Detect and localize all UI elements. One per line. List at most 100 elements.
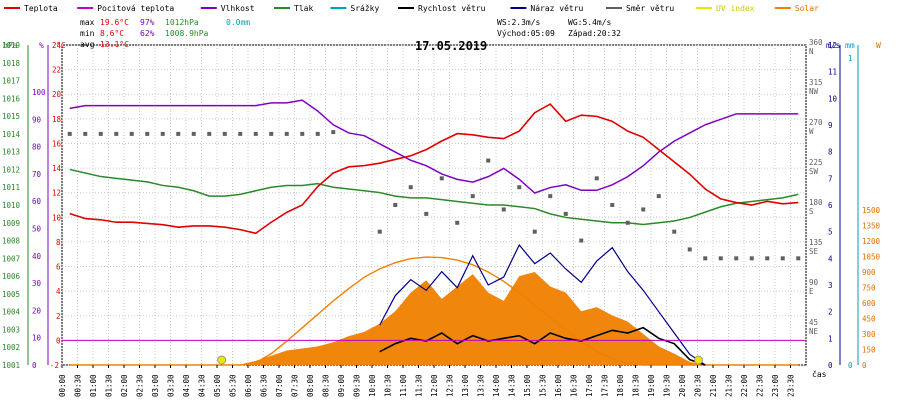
- tick-time: 00:30: [74, 374, 83, 397]
- tick-pressure: 1018: [2, 59, 21, 68]
- solar-area: [69, 272, 799, 365]
- axis-unit-pct: %: [39, 41, 44, 50]
- legend-label-0: Teplota: [24, 4, 58, 13]
- pressure-line: [69, 168, 799, 226]
- temperature-line: [69, 103, 799, 235]
- tick-time: 07:00: [275, 374, 284, 397]
- tick-pressure: 1002: [2, 343, 20, 352]
- tick-direction-label: SE: [809, 247, 819, 256]
- tick-time: 19:00: [647, 374, 656, 397]
- axis-unit-deg: °C: [56, 41, 66, 50]
- wind-direction-point: [145, 131, 150, 136]
- wind-direction-point: [548, 194, 553, 199]
- wind-direction-point: [455, 220, 460, 225]
- tick-time: 14:30: [508, 374, 517, 397]
- tick-time: 06:30: [260, 374, 269, 397]
- wind-direction-point: [625, 220, 630, 225]
- tick-pressure: 1011: [2, 183, 20, 192]
- legend-label-1: Pocitová teplota: [97, 4, 174, 13]
- tick-time: 18:30: [632, 374, 641, 397]
- tick-temperature: 12: [52, 189, 61, 198]
- wind-direction-point: [486, 158, 491, 163]
- tick-solar: 300: [862, 330, 876, 339]
- stat-avg-label: avg: [80, 40, 95, 49]
- tick-time: 02:00: [120, 374, 129, 397]
- tick-wind: 4: [828, 254, 833, 263]
- tick-time: 23:30: [787, 374, 796, 397]
- tick-direction-label: E: [809, 287, 814, 296]
- tick-time: 19:30: [663, 374, 672, 397]
- stat-avg-temp: 13.1°C: [100, 40, 129, 49]
- wind-direction-point: [207, 131, 212, 136]
- tick-solar: 900: [862, 268, 876, 277]
- tick-time: 15:30: [539, 374, 548, 397]
- tick-direction-label: S: [809, 207, 814, 216]
- tick-time: 17:00: [585, 374, 594, 397]
- tick-temperature: 4: [56, 287, 61, 296]
- tick-time: 20:30: [694, 374, 703, 397]
- tick-temperature: 24: [52, 41, 62, 50]
- wind-direction-point: [672, 229, 677, 234]
- tick-temperature: 10: [52, 213, 62, 222]
- wind-direction-point: [703, 256, 708, 261]
- axis-unit-w: W: [876, 41, 881, 50]
- wind-direction-point: [253, 131, 258, 136]
- wind-direction-point: [718, 256, 723, 261]
- tick-humidity: 30: [32, 279, 42, 288]
- tick-pressure: 1019: [2, 41, 20, 50]
- tick-direction-label: SW: [809, 167, 819, 176]
- tick-humidity: 50: [32, 225, 42, 234]
- tick-temperature: 6: [56, 263, 61, 272]
- wind-direction-point: [532, 229, 537, 234]
- tick-humidity: 60: [32, 197, 42, 206]
- tick-time: 10:00: [368, 374, 377, 397]
- tick-time: 09:30: [353, 374, 362, 397]
- tick-pressure: 1010: [2, 201, 21, 210]
- chart-title: 17.05.2019: [415, 39, 487, 53]
- tick-pressure: 1008: [2, 237, 21, 246]
- wind-direction-point: [439, 176, 444, 181]
- tick-humidity: 80: [32, 143, 42, 152]
- tick-time: 18:00: [616, 374, 625, 397]
- tick-direction-label: NE: [809, 327, 819, 336]
- stat-max-label: max: [80, 18, 95, 27]
- stat-wg: WG:5.4m/s: [568, 18, 612, 27]
- wind-direction-point: [610, 203, 615, 207]
- wind-direction-point: [331, 130, 336, 135]
- wind-direction-point: [579, 238, 584, 243]
- tick-temperature: 14: [52, 164, 62, 173]
- axis-unit-mm: mm: [845, 41, 855, 50]
- tick-pressure: 1015: [2, 112, 20, 121]
- tick-direction-label: NW: [809, 87, 819, 96]
- tick-time: 04:00: [182, 374, 191, 397]
- tick-temperature: 16: [52, 139, 62, 148]
- wind-direction-point: [517, 185, 522, 190]
- tick-time: 04:30: [198, 374, 207, 397]
- tick-wind: 9: [828, 121, 833, 130]
- tick-time: 15:00: [523, 374, 532, 397]
- tick-solar: 150: [862, 346, 876, 355]
- tick-time: 02:30: [136, 374, 145, 397]
- tick-time: 12:00: [430, 374, 439, 397]
- tick-pressure: 1013: [2, 148, 20, 157]
- stat-max-hum: 97%: [140, 18, 155, 27]
- wind-direction-point: [114, 131, 119, 136]
- tick-temperature: -2: [50, 361, 59, 370]
- tick-humidity: 20: [32, 306, 42, 315]
- tick-pressure: 1003: [2, 325, 20, 334]
- tick-solar: 1500: [862, 206, 881, 215]
- tick-time: 01:30: [105, 374, 114, 397]
- tick-solar: 450: [862, 315, 876, 324]
- tick-pressure: 1006: [2, 272, 21, 281]
- tick-time: 08:00: [306, 374, 315, 397]
- wind-direction-point: [470, 194, 475, 199]
- legend-label-5: Rychlost větru: [418, 4, 486, 13]
- tick-wind: 10: [828, 94, 838, 103]
- wind-direction-point: [160, 131, 165, 136]
- wind-direction-point: [734, 256, 739, 261]
- stat-max-temp: 19.6°C: [100, 18, 129, 27]
- tick-time: 16:30: [570, 374, 579, 397]
- tick-rain: 1: [848, 54, 853, 63]
